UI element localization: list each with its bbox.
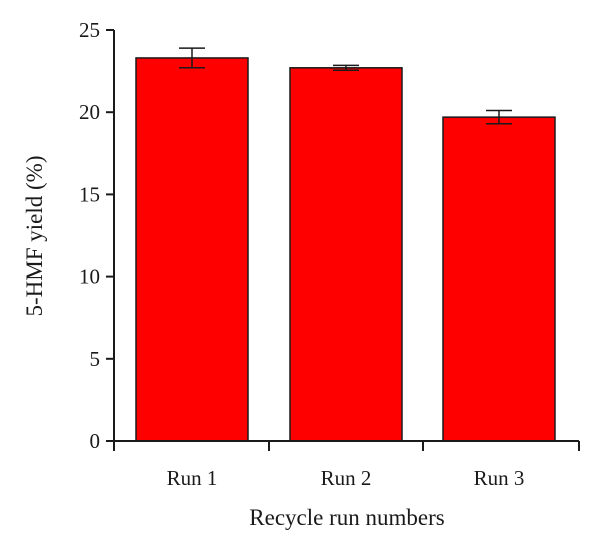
y-axis-label: 5-HMF yield (%) [22, 156, 47, 317]
x-tick-label: Run 3 [474, 466, 525, 490]
x-ticks: Run 1 Run 2 Run 3 [113, 441, 580, 490]
bar-run-3 [442, 116, 556, 442]
y-tick-label: 15 [79, 182, 100, 206]
x-axis-label: Recycle run numbers [249, 505, 444, 530]
y-ticks: 0 5 10 15 20 25 [79, 18, 114, 453]
x-tick-label: Run 2 [321, 466, 372, 490]
error-bar [333, 64, 359, 72]
x-tick-label: Run 1 [167, 466, 218, 490]
error-bar [486, 109, 512, 125]
plot-area: 0 5 10 15 20 25 Run 1 Run 2 Run 3 [79, 18, 580, 490]
y-tick-label: 10 [79, 265, 100, 289]
y-tick-label: 25 [79, 18, 100, 42]
error-bar [179, 47, 205, 69]
y-tick-label: 20 [79, 100, 100, 124]
bar-run-1 [135, 57, 249, 442]
error-bars [179, 47, 512, 125]
bar-run-2 [289, 67, 403, 442]
bars [135, 57, 556, 442]
y-tick-label: 0 [90, 429, 101, 453]
y-tick-label: 5 [90, 347, 101, 371]
